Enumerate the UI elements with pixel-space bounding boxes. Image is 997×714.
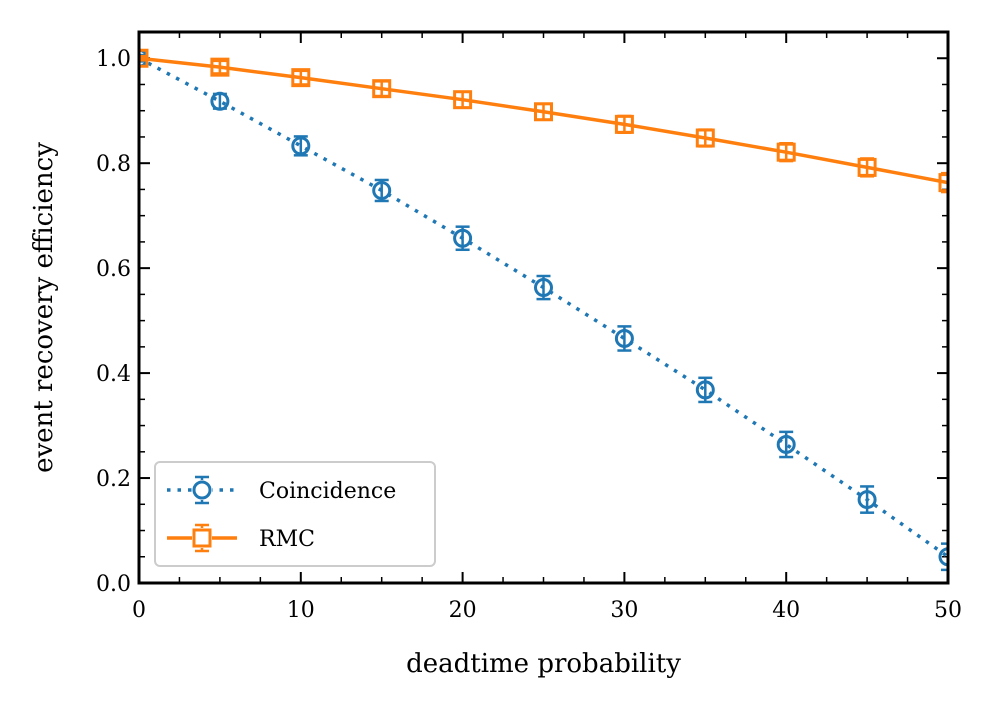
data-point-coincidence [534, 278, 553, 298]
x-tick-label: 40 [772, 598, 800, 623]
legend: Coincidence RMC [154, 461, 436, 567]
data-point-rmc [453, 90, 473, 110]
x-tick-label: 50 [934, 598, 962, 623]
y-tick-label: 0.8 [96, 152, 131, 177]
legend-label-coincidence: Coincidence [259, 479, 396, 504]
data-point-coincidence [776, 434, 796, 454]
data-point-coincidence [614, 328, 634, 348]
plot-series [139, 48, 948, 572]
data-point-rmc [210, 57, 230, 77]
data-point-coincidence [453, 228, 473, 248]
legend-marker-rmc [192, 528, 212, 548]
legend-marker-shape-rmc [192, 528, 212, 548]
legend-marker-bg [192, 528, 212, 548]
data-point-rmc [776, 142, 796, 162]
data-point-rmc [857, 157, 877, 177]
x-tick-label: 10 [287, 598, 315, 623]
x-tick-label: 30 [610, 598, 638, 623]
data-point-rmc [534, 102, 553, 122]
data-point-rmc [938, 173, 948, 193]
x-axis-label: deadtime probability [406, 649, 681, 679]
data-point-rmc [614, 114, 634, 134]
data-point-coincidence [857, 490, 877, 510]
data-point-coincidence [372, 180, 392, 200]
legend-marker-coincidence [192, 480, 212, 500]
data-point-rmc [291, 68, 311, 88]
tick-labels: 0 10 20 30 40 50 0.0 0.2 0.4 0.6 0.8 1.0 [96, 47, 962, 623]
data-point-coincidence [938, 547, 948, 567]
data-point-coincidence [695, 380, 715, 400]
series-coincidence [139, 48, 948, 572]
x-tick-label: 0 [132, 598, 146, 623]
y-tick-label: 0.2 [96, 467, 131, 492]
series-rmc [139, 48, 948, 194]
data-point-coincidence [210, 91, 230, 111]
x-tick-label: 20 [449, 598, 477, 623]
y-tick-label: 0.0 [96, 572, 131, 597]
y-tick-label: 0.4 [96, 362, 131, 387]
y-axis-label: event recovery efficiency [29, 142, 59, 473]
y-tick-label: 1.0 [96, 47, 131, 72]
data-point-rmc [372, 79, 392, 99]
y-tick-label: 0.6 [96, 257, 131, 282]
data-point-rmc [695, 128, 715, 148]
legend-label-rmc: RMC [259, 527, 315, 552]
data-point-coincidence [291, 136, 311, 156]
legend-box [154, 461, 436, 567]
legend-marker-shape-coincidence [192, 480, 212, 500]
plot-frame [137, 30, 950, 585]
data-point-rmc [139, 48, 149, 68]
